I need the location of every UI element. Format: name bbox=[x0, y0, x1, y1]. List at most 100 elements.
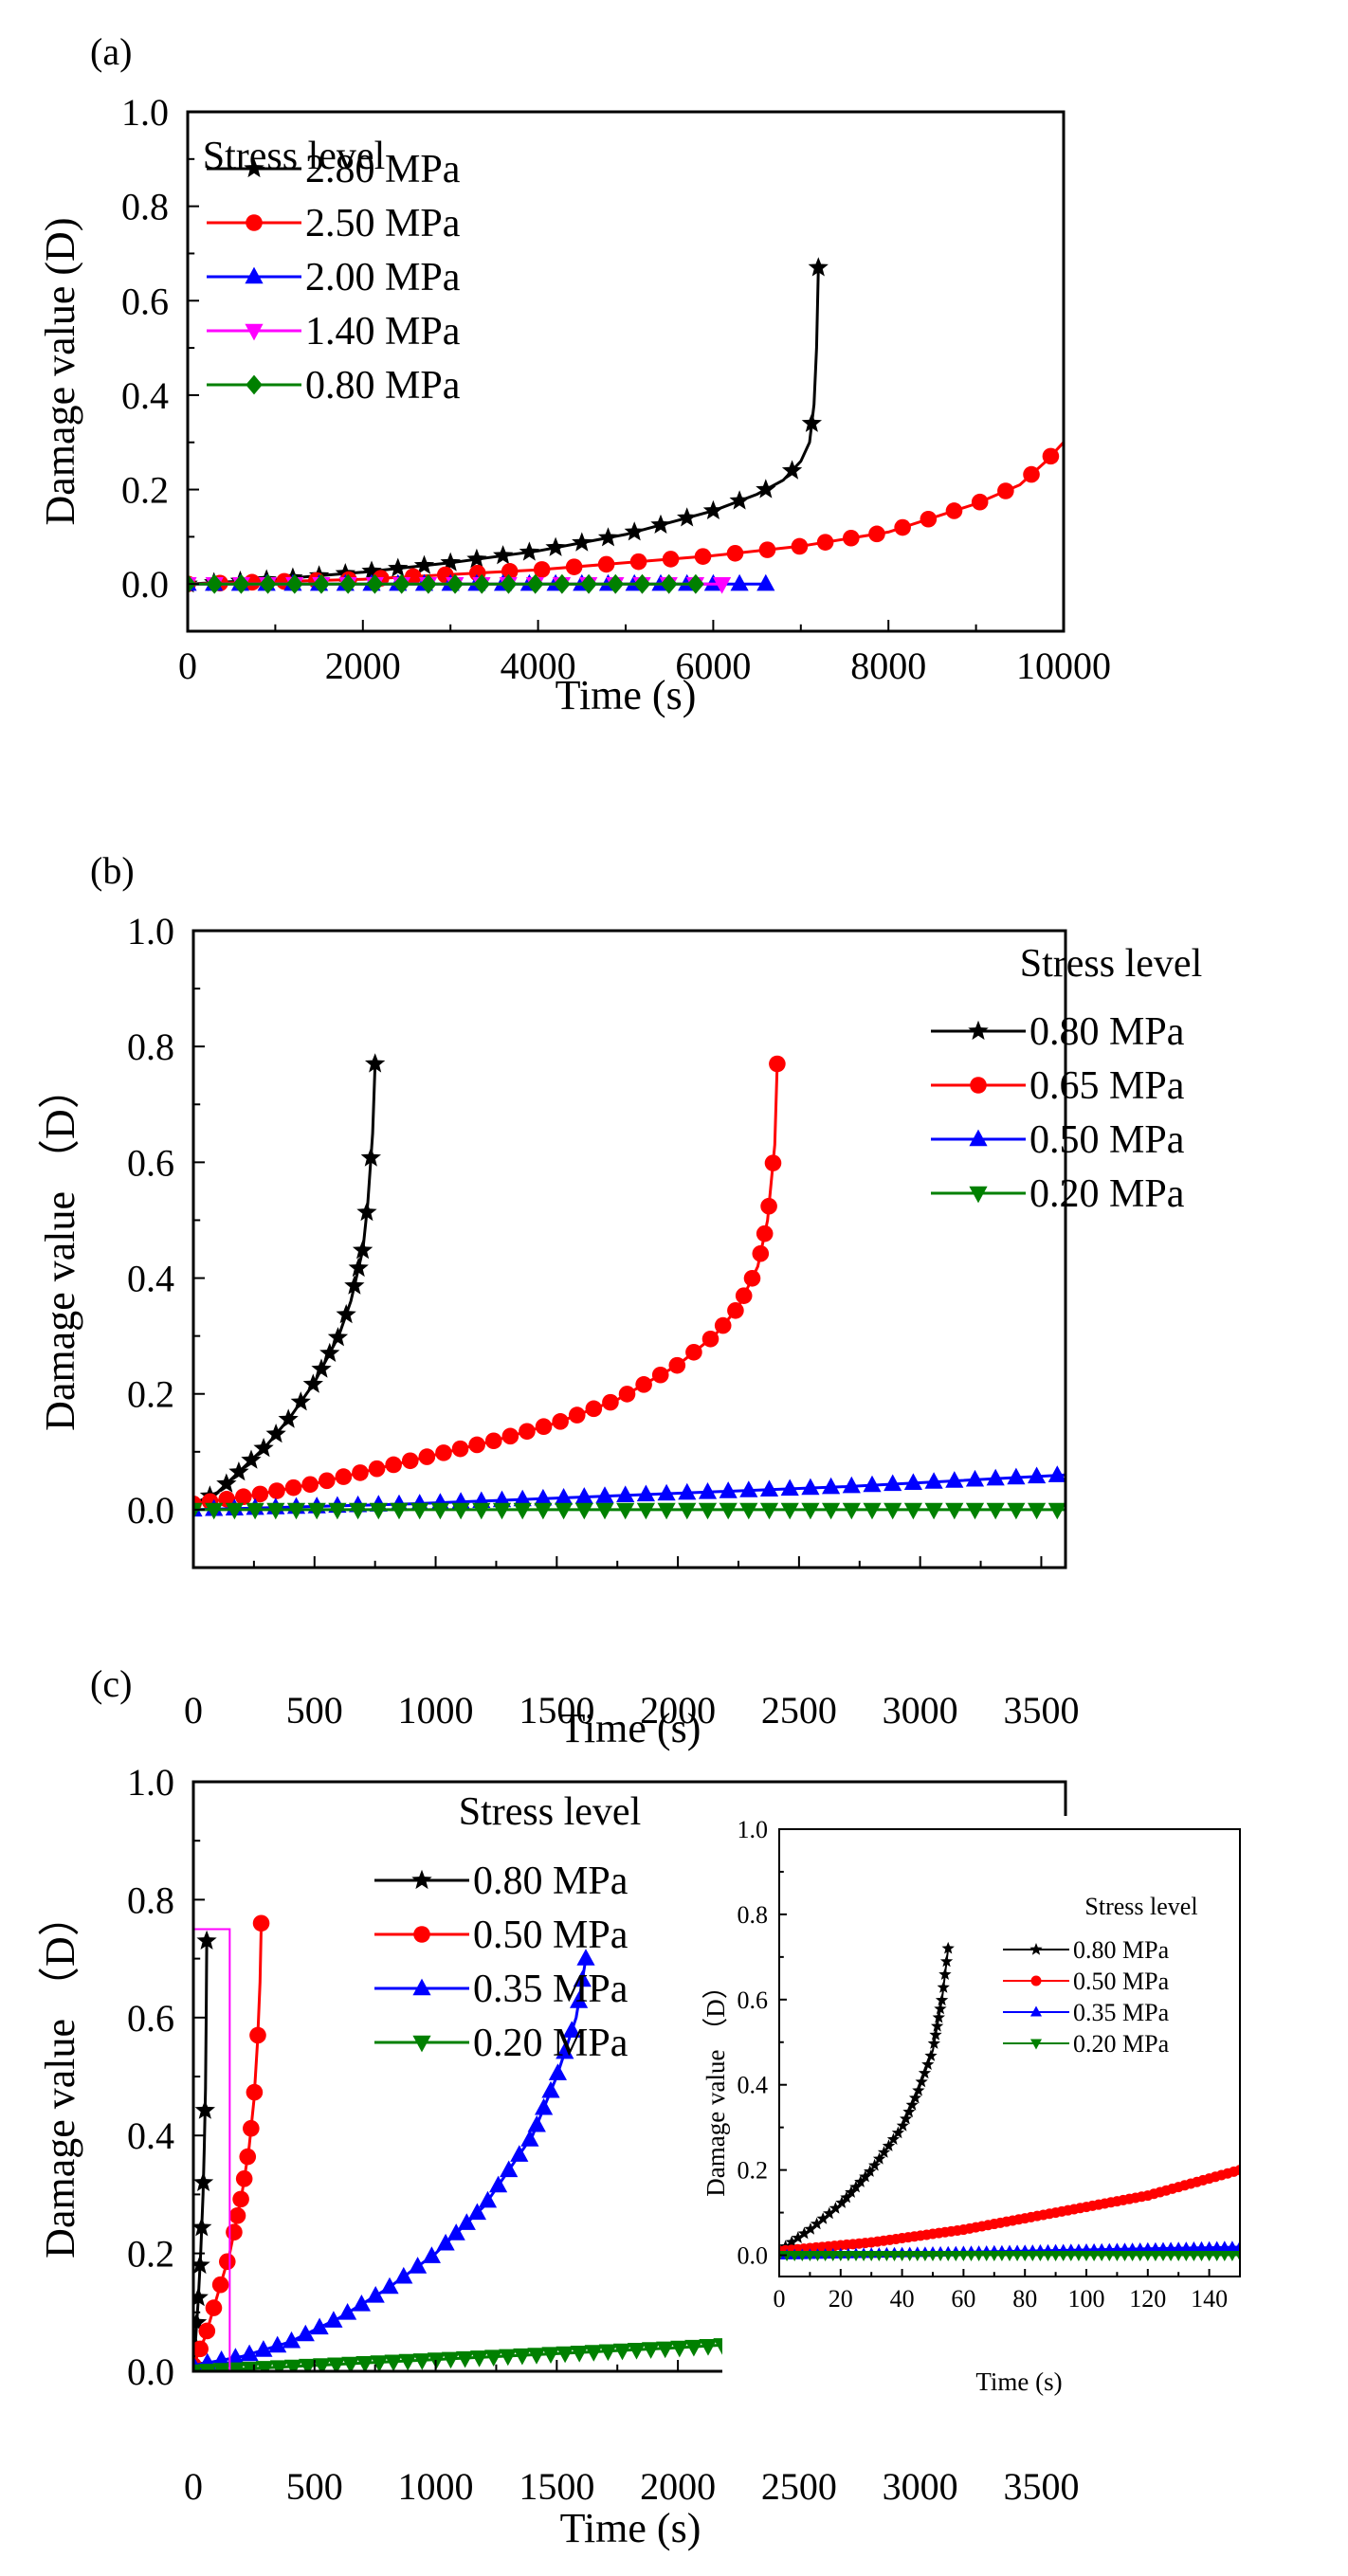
data-point bbox=[535, 2097, 554, 2115]
data-point bbox=[1096, 2251, 1108, 2261]
data-point bbox=[931, 2019, 944, 2032]
y-axis-title: Damage value （D） bbox=[37, 1067, 83, 1431]
data-point bbox=[759, 1502, 779, 1520]
data-point bbox=[842, 529, 860, 547]
x-tick-label: 10000 bbox=[1016, 644, 1111, 687]
data-point bbox=[466, 548, 487, 569]
x-tick-label: 8000 bbox=[850, 644, 926, 687]
data-point bbox=[713, 577, 732, 594]
data-point bbox=[365, 1053, 386, 1073]
data-point bbox=[436, 2233, 455, 2251]
data-point bbox=[472, 1502, 491, 1520]
data-point bbox=[193, 1502, 203, 1520]
data-point bbox=[864, 2165, 877, 2177]
data-point bbox=[500, 2160, 519, 2178]
data-point bbox=[1180, 2251, 1193, 2261]
data-point bbox=[650, 514, 671, 534]
data-point bbox=[296, 2324, 315, 2342]
data-point bbox=[534, 1488, 553, 1506]
data-point bbox=[555, 1502, 574, 1520]
data-point bbox=[385, 1456, 402, 1474]
data-point bbox=[1103, 2251, 1116, 2261]
data-point bbox=[883, 1502, 902, 1520]
data-point bbox=[903, 1473, 922, 1490]
data-point bbox=[366, 573, 384, 594]
y-tick-label: 0.2 bbox=[121, 469, 169, 512]
data-point bbox=[908, 2091, 922, 2104]
data-point bbox=[565, 558, 583, 575]
data-point bbox=[997, 482, 1014, 499]
data-point bbox=[965, 1469, 985, 1487]
data-point bbox=[950, 2251, 962, 2261]
legend-label: 1.40 MPa bbox=[305, 310, 461, 354]
data-point bbox=[541, 2080, 560, 2098]
data-point bbox=[797, 2226, 811, 2240]
data-point bbox=[633, 573, 651, 594]
data-point bbox=[228, 2206, 246, 2224]
y-tick-label: 0.2 bbox=[127, 2233, 174, 2276]
series-0-20-mpa bbox=[193, 1502, 1066, 1520]
data-point bbox=[598, 2344, 617, 2362]
data-point bbox=[678, 1502, 697, 1520]
data-point bbox=[307, 1502, 326, 1520]
data-point bbox=[193, 2312, 208, 2331]
legend-marker bbox=[1030, 2005, 1042, 2017]
data-point bbox=[1042, 447, 1060, 465]
legend-label: 2.00 MPa bbox=[305, 256, 461, 299]
data-point bbox=[240, 2344, 259, 2362]
data-point bbox=[249, 2026, 266, 2044]
data-point bbox=[988, 2251, 1000, 2261]
data-point bbox=[335, 1468, 353, 1485]
data-point bbox=[1218, 2251, 1230, 2261]
x-tick-label: 0 bbox=[184, 1689, 203, 1732]
legend: Stress level 0.80 MPa 0.65 MPa 0.50 MPa 0.20… bbox=[931, 942, 1202, 1216]
data-point bbox=[527, 2348, 546, 2365]
data-point bbox=[384, 2354, 403, 2371]
data-point bbox=[585, 1400, 603, 1418]
data-point bbox=[656, 2341, 675, 2359]
y-tick-label: 0.0 bbox=[127, 1489, 174, 1532]
data-point bbox=[205, 1502, 224, 1520]
data-point bbox=[1165, 2241, 1177, 2253]
data-point bbox=[568, 1406, 586, 1424]
data-point bbox=[390, 1502, 409, 1520]
data-point bbox=[212, 2363, 231, 2371]
data-point bbox=[552, 1413, 569, 1430]
data-point bbox=[863, 1502, 882, 1520]
data-point bbox=[827, 2251, 839, 2261]
data-point bbox=[254, 2340, 273, 2357]
data-point bbox=[1218, 2240, 1230, 2252]
data-point bbox=[556, 2346, 574, 2364]
data-point bbox=[212, 2350, 231, 2367]
data-point bbox=[612, 2343, 632, 2361]
data-point bbox=[361, 560, 382, 580]
data-point bbox=[1211, 2251, 1223, 2261]
data-point bbox=[1126, 2251, 1139, 2261]
data-point bbox=[929, 2028, 942, 2041]
data-point bbox=[1134, 2251, 1146, 2261]
legend-item: 2.80 MPa bbox=[207, 148, 461, 191]
data-point bbox=[278, 1408, 299, 1428]
series-2-50-mpa bbox=[188, 441, 1064, 592]
data-point bbox=[888, 2251, 901, 2261]
data-point bbox=[873, 2251, 885, 2261]
data-point bbox=[739, 1480, 758, 1497]
legend-item: 0.65 MPa bbox=[931, 1064, 1185, 1108]
data-point bbox=[228, 1461, 249, 1481]
data-point bbox=[194, 2099, 215, 2119]
data-point bbox=[227, 2362, 246, 2371]
data-point bbox=[701, 1330, 720, 1348]
data-point bbox=[834, 2251, 847, 2261]
legend-label: 0.80 MPa bbox=[305, 364, 461, 408]
data-point bbox=[1111, 2251, 1123, 2261]
legend-item: 1.40 MPa bbox=[207, 310, 461, 354]
data-point bbox=[235, 2170, 253, 2187]
data-point bbox=[915, 2075, 928, 2088]
data-point bbox=[290, 1391, 311, 1411]
data-point bbox=[246, 1502, 264, 1520]
plot-frame bbox=[778, 1828, 1241, 2277]
legend-marker bbox=[244, 157, 264, 178]
data-point bbox=[714, 1316, 732, 1334]
legend-item: 0.80 MPa bbox=[1003, 1936, 1170, 1964]
